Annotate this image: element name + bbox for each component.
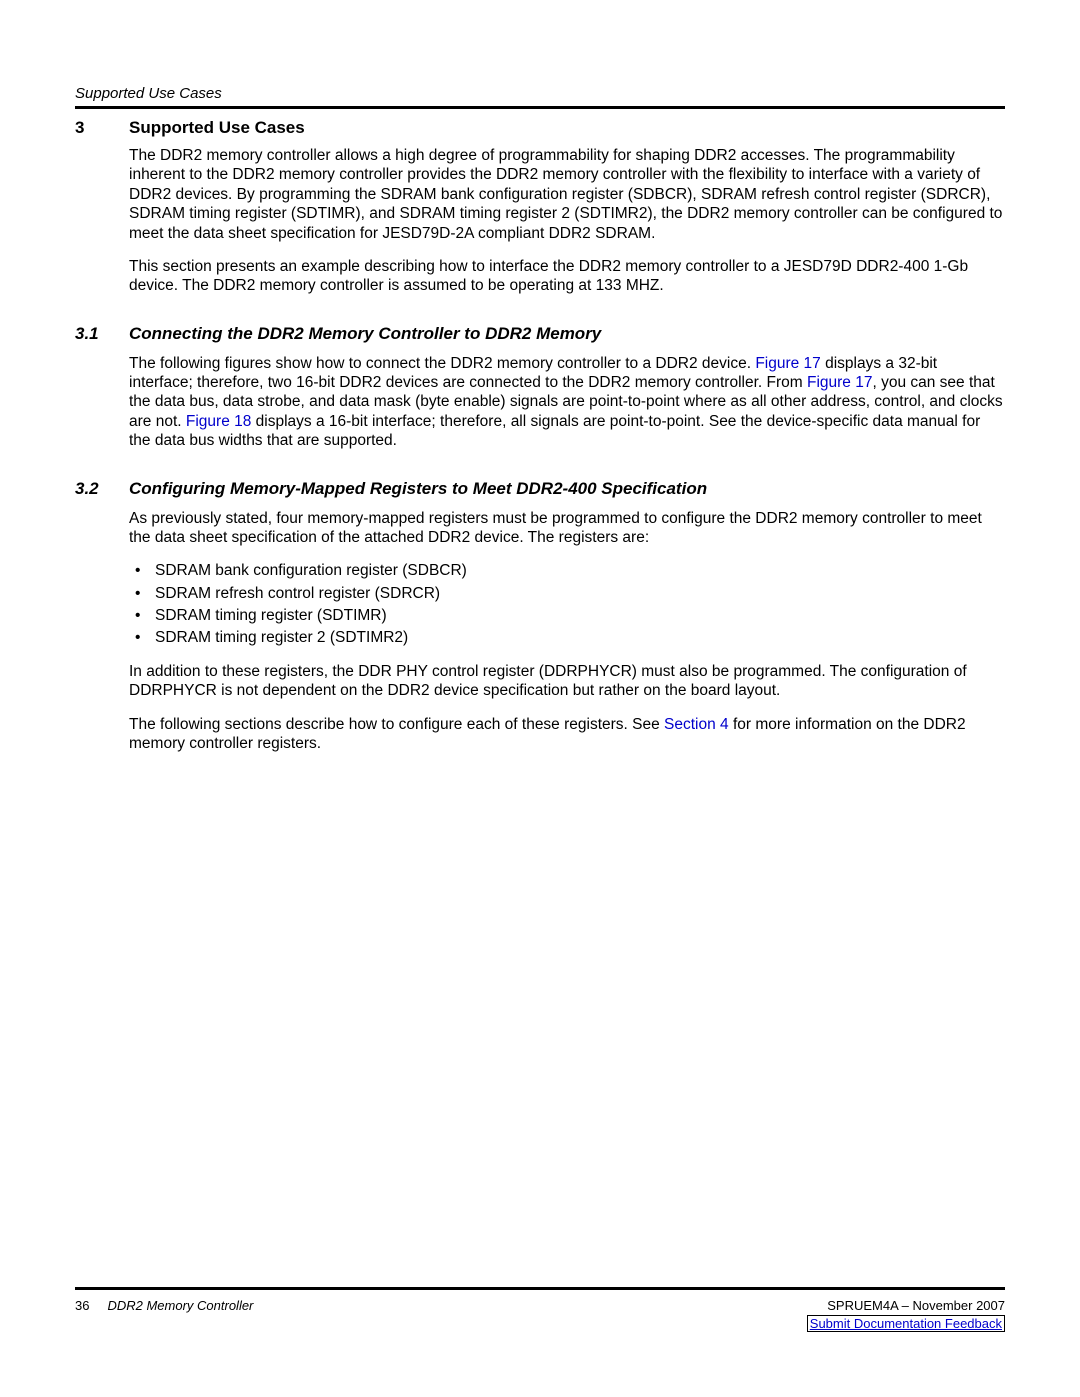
paragraph: This section presents an example describ… xyxy=(129,257,1005,296)
text-run: The following figures show how to connec… xyxy=(129,355,755,372)
figure-xref[interactable]: Figure 17 xyxy=(755,355,820,372)
list-item: SDRAM refresh control register (SDRCR) xyxy=(129,584,1005,603)
text-run: The following sections describe how to c… xyxy=(129,716,664,733)
footer-right: SPRUEM4A – November 2007 Submit Document… xyxy=(807,1298,1005,1332)
page-footer: 36 DDR2 Memory Controller SPRUEM4A – Nov… xyxy=(75,1287,1005,1332)
text-run: displays a 16-bit interface; therefore, … xyxy=(129,413,980,449)
list-item: SDRAM bank configuration register (SDBCR… xyxy=(129,561,1005,580)
paragraph: The following sections describe how to c… xyxy=(129,715,1005,754)
section-3-body: The DDR2 memory controller allows a high… xyxy=(129,146,1005,296)
list-item: SDRAM timing register (SDTIMR) xyxy=(129,606,1005,625)
figure-xref[interactable]: Figure 17 xyxy=(807,374,872,391)
list-item: SDRAM timing register 2 (SDTIMR2) xyxy=(129,628,1005,647)
subsection-title: Connecting the DDR2 Memory Controller to… xyxy=(129,324,601,344)
doc-id: SPRUEM4A – November 2007 xyxy=(807,1298,1005,1313)
subsection-number: 3.2 xyxy=(75,479,129,499)
feedback-link[interactable]: Submit Documentation Feedback xyxy=(807,1315,1005,1332)
section-3-2-body: As previously stated, four memory-mapped… xyxy=(129,509,1005,754)
section-3-2-heading: 3.2 Configuring Memory-Mapped Registers … xyxy=(75,479,1005,499)
section-3-1-body: The following figures show how to connec… xyxy=(129,354,1005,451)
paragraph: In addition to these registers, the DDR … xyxy=(129,662,1005,701)
footer-row: 36 DDR2 Memory Controller SPRUEM4A – Nov… xyxy=(75,1298,1005,1332)
footer-rule xyxy=(75,1287,1005,1290)
register-list: SDRAM bank configuration register (SDBCR… xyxy=(129,561,1005,648)
paragraph: The DDR2 memory controller allows a high… xyxy=(129,146,1005,243)
paragraph: As previously stated, four memory-mapped… xyxy=(129,509,1005,548)
section-3-heading: 3 Supported Use Cases xyxy=(75,118,1005,138)
header-rule xyxy=(75,106,1005,109)
section-title: Supported Use Cases xyxy=(129,118,305,138)
subsection-title: Configuring Memory-Mapped Registers to M… xyxy=(129,479,707,499)
figure-xref[interactable]: Figure 18 xyxy=(186,413,251,430)
page-number: 36 xyxy=(75,1298,89,1313)
subsection-number: 3.1 xyxy=(75,324,129,344)
section-number: 3 xyxy=(75,118,129,138)
page: Supported Use Cases 3 Supported Use Case… xyxy=(0,0,1080,1397)
section-3-1-heading: 3.1 Connecting the DDR2 Memory Controlle… xyxy=(75,324,1005,344)
paragraph: The following figures show how to connec… xyxy=(129,354,1005,451)
section-xref[interactable]: Section 4 xyxy=(664,716,729,733)
footer-doc-title: DDR2 Memory Controller xyxy=(107,1298,253,1313)
footer-left: 36 DDR2 Memory Controller xyxy=(75,1298,253,1332)
running-header: Supported Use Cases xyxy=(75,85,1005,102)
